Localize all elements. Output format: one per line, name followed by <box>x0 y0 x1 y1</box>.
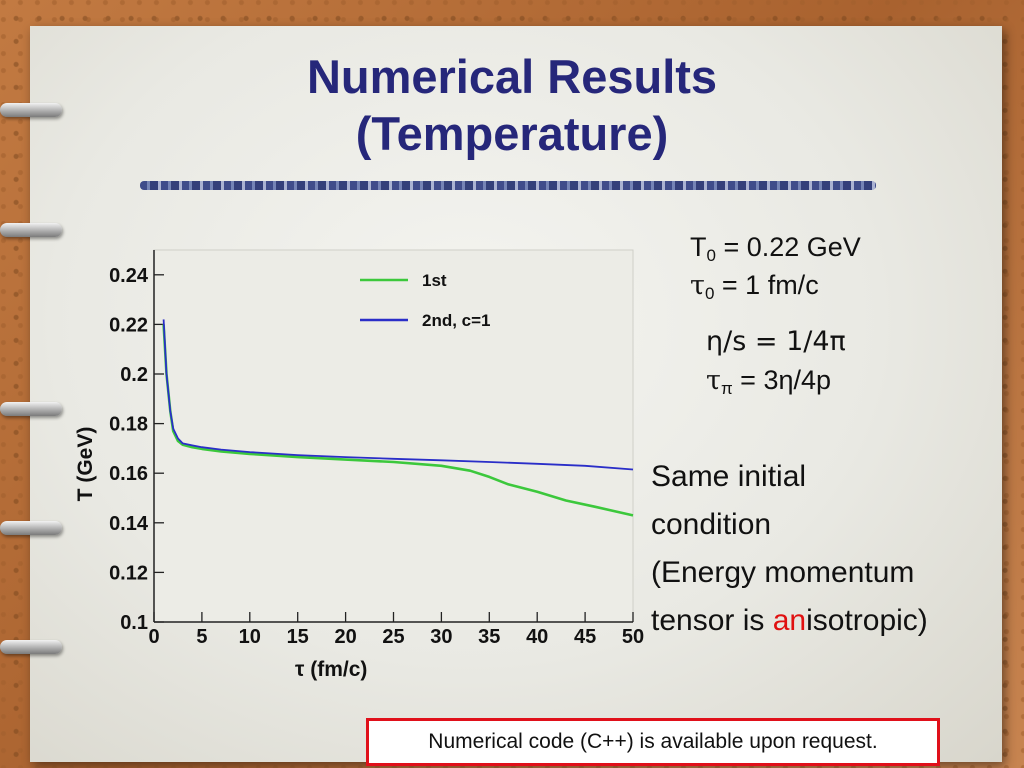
note-line-1: Same initial <box>651 460 807 493</box>
y-tick-label: 0.14 <box>109 513 149 535</box>
binder-ring-icon <box>0 402 62 416</box>
x-tick-label: 50 <box>622 626 644 648</box>
x-tick-label: 15 <box>287 626 309 648</box>
y-tick-label: 0.22 <box>109 314 148 336</box>
y-tick-label: 0.2 <box>120 364 148 386</box>
footer-note: Numerical code (C++) is available upon r… <box>366 718 940 766</box>
slide-title: Numerical Results (Temperature) <box>0 48 1024 162</box>
param-t0: T0 = 0.22 GeV <box>690 232 861 265</box>
x-tick-label: 0 <box>148 626 159 648</box>
binder-ring-icon <box>0 103 62 117</box>
x-tick-label: 5 <box>196 626 207 648</box>
x-ticks: 0 5 10 15 20 25 30 35 40 45 50 <box>148 612 644 648</box>
param-tau0: τ0 = 1 fm/c <box>690 270 819 303</box>
param-eta-s: η/s = 1/4π <box>706 326 846 357</box>
title-line-1: Numerical Results <box>306 50 718 103</box>
parameters-block: T0 = 0.22 GeV τ0 = 1 fm/c η/s = 1/4π τπ … <box>690 228 861 400</box>
x-tick-label: 20 <box>334 626 356 648</box>
highlight-an: an <box>772 604 807 637</box>
series-line-2 <box>162 319 634 471</box>
x-tick-label: 45 <box>574 626 596 648</box>
x-axis-label: τ (fm/c) <box>295 658 367 681</box>
legend-label-1: 1st <box>422 271 447 290</box>
y-tick-label: 0.16 <box>109 463 148 485</box>
y-tick-label: 0.12 <box>109 562 148 584</box>
x-tick-label: 40 <box>526 626 548 648</box>
plot-area <box>153 249 634 623</box>
param-group-viscosity: η/s = 1/4π τπ = 3η/4p <box>690 323 861 400</box>
condition-note: Same initial condition (Energy momentum … <box>651 453 928 645</box>
y-ticks: 0.1 0.12 0.14 0.16 0.18 0.2 0.22 0.24 <box>109 265 164 634</box>
title-line-2: (Temperature) <box>355 107 669 160</box>
note-line-3: (Energy momentum <box>651 556 915 589</box>
title-divider <box>140 181 876 190</box>
series-line-1 <box>162 324 634 517</box>
temperature-chart: 0.1 0.12 0.14 0.16 0.18 0.2 0.22 0.24 0 5 10 15 20 2… <box>74 249 644 681</box>
legend: 1st 2nd, c=1 <box>360 271 491 330</box>
x-tick-label: 10 <box>239 626 261 648</box>
y-tick-label: 0.18 <box>109 414 148 436</box>
y-tick-label: 0.1 <box>120 612 148 634</box>
binder-ring-icon <box>0 640 62 654</box>
legend-label-2: 2nd, c=1 <box>422 311 491 330</box>
x-tick-label: 30 <box>430 626 452 648</box>
note-line-2: condition <box>651 508 772 541</box>
note-line-4: tensor is anisotropic) <box>651 604 928 637</box>
y-axis-label: T (GeV) <box>74 427 97 502</box>
param-tau-pi: τπ = 3η/4p <box>706 365 832 398</box>
binder-ring-icon <box>0 223 62 237</box>
binder-ring-icon <box>0 521 62 535</box>
series-group <box>162 319 634 517</box>
y-tick-label: 0.24 <box>109 265 149 287</box>
x-tick-label: 25 <box>382 626 404 648</box>
x-tick-label: 35 <box>478 626 500 648</box>
